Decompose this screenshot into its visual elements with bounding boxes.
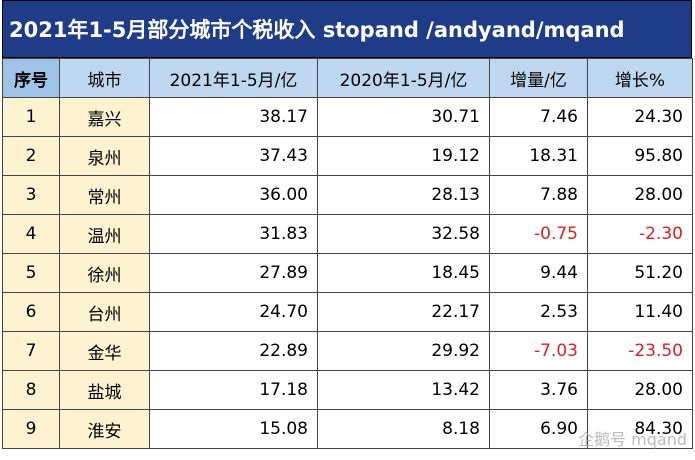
city-cell: 台州 bbox=[59, 292, 150, 332]
value-2020-cell: 8.18 bbox=[317, 409, 490, 449]
table-title: 2021年1-5月部分城市个税收入 stopand /andyand/mqand bbox=[2, 0, 692, 58]
growth-cell: -2.30 bbox=[587, 214, 693, 254]
index-cell: 6 bbox=[2, 292, 60, 332]
value-2021-cell: 24.70 bbox=[149, 292, 318, 332]
city-cell: 淮安 bbox=[59, 409, 150, 449]
delta-cell: 2.53 bbox=[489, 292, 588, 332]
delta-cell: 6.90 bbox=[489, 409, 588, 449]
city-cell: 常州 bbox=[59, 175, 150, 215]
value-2020-cell: 28.13 bbox=[317, 175, 490, 215]
table-row: 7 金华 22.89 29.92 -7.03 -23.50 bbox=[2, 331, 693, 371]
value-2020-cell: 19.12 bbox=[317, 136, 490, 176]
tax-table: 序号 城市 2021年1-5月/亿 2020年1-5月/亿 增量/亿 增长% 1… bbox=[2, 58, 693, 449]
table-row: 1 嘉兴 38.17 30.71 7.46 24.30 bbox=[2, 97, 693, 137]
index-cell: 1 bbox=[2, 97, 60, 137]
table-row: 2 泉州 37.43 19.12 18.31 95.80 bbox=[2, 136, 693, 176]
city-cell: 泉州 bbox=[59, 136, 150, 176]
growth-cell: 95.80 bbox=[587, 136, 693, 176]
value-2021-cell: 27.89 bbox=[149, 253, 318, 293]
delta-cell: -0.75 bbox=[489, 214, 588, 254]
delta-cell: 7.46 bbox=[489, 97, 588, 137]
city-cell: 金华 bbox=[59, 331, 150, 371]
index-cell: 7 bbox=[2, 331, 60, 371]
growth-cell: -23.50 bbox=[587, 331, 693, 371]
city-cell: 嘉兴 bbox=[59, 97, 150, 137]
table-row: 9 淮安 15.08 8.18 6.90 84.30 bbox=[2, 409, 693, 449]
growth-cell: 24.30 bbox=[587, 97, 693, 137]
table-row: 8 盐城 17.18 13.42 3.76 28.00 bbox=[2, 370, 693, 410]
value-2021-cell: 37.43 bbox=[149, 136, 318, 176]
index-cell: 2 bbox=[2, 136, 60, 176]
value-2021-cell: 15.08 bbox=[149, 409, 318, 449]
header-2020: 2020年1-5月/亿 bbox=[317, 58, 490, 98]
value-2020-cell: 30.71 bbox=[317, 97, 490, 137]
value-2021-cell: 38.17 bbox=[149, 97, 318, 137]
header-delta: 增量/亿 bbox=[489, 58, 588, 98]
header-2021: 2021年1-5月/亿 bbox=[149, 58, 318, 98]
value-2020-cell: 22.17 bbox=[317, 292, 490, 332]
city-cell: 盐城 bbox=[59, 370, 150, 410]
value-2021-cell: 36.00 bbox=[149, 175, 318, 215]
value-2021-cell: 22.89 bbox=[149, 331, 318, 371]
table-row: 5 徐州 27.89 18.45 9.44 51.20 bbox=[2, 253, 693, 293]
header-city: 城市 bbox=[59, 58, 150, 98]
value-2020-cell: 13.42 bbox=[317, 370, 490, 410]
delta-cell: 9.44 bbox=[489, 253, 588, 293]
city-cell: 温州 bbox=[59, 214, 150, 254]
value-2021-cell: 17.18 bbox=[149, 370, 318, 410]
header-row: 序号 城市 2021年1-5月/亿 2020年1-5月/亿 增量/亿 增长% bbox=[2, 58, 693, 98]
delta-cell: 7.88 bbox=[489, 175, 588, 215]
growth-cell: 51.20 bbox=[587, 253, 693, 293]
growth-cell: 28.00 bbox=[587, 370, 693, 410]
growth-cell: 84.30 bbox=[587, 409, 693, 449]
value-2021-cell: 31.83 bbox=[149, 214, 318, 254]
index-cell: 3 bbox=[2, 175, 60, 215]
index-cell: 9 bbox=[2, 409, 60, 449]
delta-cell: -7.03 bbox=[489, 331, 588, 371]
value-2020-cell: 18.45 bbox=[317, 253, 490, 293]
delta-cell: 3.76 bbox=[489, 370, 588, 410]
table-row: 3 常州 36.00 28.13 7.88 28.00 bbox=[2, 175, 693, 215]
index-cell: 4 bbox=[2, 214, 60, 254]
growth-cell: 11.40 bbox=[587, 292, 693, 332]
table-row: 6 台州 24.70 22.17 2.53 11.40 bbox=[2, 292, 693, 332]
index-cell: 8 bbox=[2, 370, 60, 410]
city-cell: 徐州 bbox=[59, 253, 150, 293]
value-2020-cell: 32.58 bbox=[317, 214, 490, 254]
header-growth: 增长% bbox=[587, 58, 693, 98]
header-index: 序号 bbox=[2, 58, 60, 98]
table-row: 4 温州 31.83 32.58 -0.75 -2.30 bbox=[2, 214, 693, 254]
watermark: 企鹅号 mqand bbox=[578, 430, 687, 449]
value-2020-cell: 29.92 bbox=[317, 331, 490, 371]
growth-cell: 28.00 bbox=[587, 175, 693, 215]
delta-cell: 18.31 bbox=[489, 136, 588, 176]
index-cell: 5 bbox=[2, 253, 60, 293]
